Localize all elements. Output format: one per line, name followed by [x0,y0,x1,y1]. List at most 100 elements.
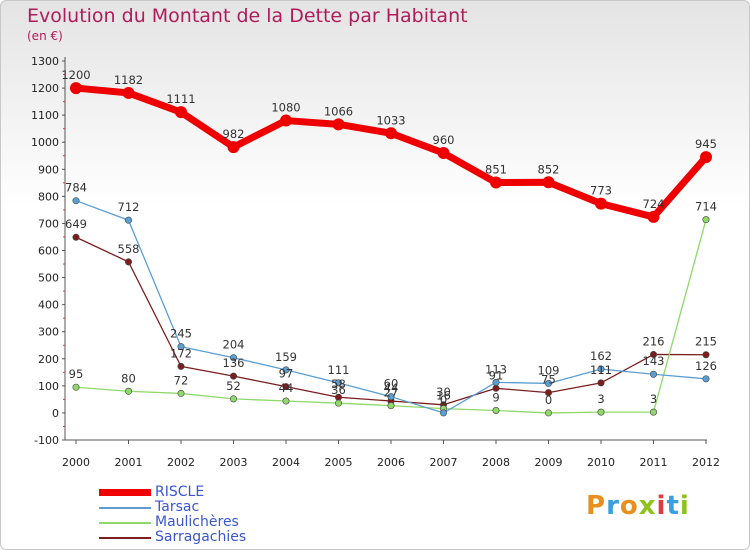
data-label: 52 [226,379,241,393]
chart-legend: RISCLE Tarsac Maulichères Sarragachies [99,484,359,545]
data-point [597,379,605,387]
data-point [595,197,607,210]
data-point [385,127,397,140]
logo-letter: r [606,491,620,521]
legend-swatch [99,489,151,496]
y-tick-label: 900 [38,163,59,176]
data-label: 945 [695,137,717,151]
data-label: 773 [590,184,612,198]
data-label: 172 [170,346,192,360]
data-point [332,118,345,131]
data-label: 215 [695,335,717,349]
data-label: 126 [695,359,717,373]
data-label: 97 [279,367,294,381]
data-label: 245 [170,327,192,341]
legend-swatch [99,537,151,539]
data-label: 982 [223,127,245,141]
data-label: 1080 [271,101,300,115]
x-tick-label: 2005 [325,456,353,469]
y-tick-label: 800 [38,190,59,203]
data-label: 44 [384,381,399,395]
y-tick-label: -100 [34,434,59,447]
data-point [542,176,555,189]
data-label: 72 [174,373,189,387]
legend-label: Tarsac [155,499,200,515]
legend-item: Tarsac [99,499,359,515]
data-point [177,389,185,397]
proxiti-logo: Proxiti [586,491,690,521]
data-label: 30 [436,385,451,399]
logo-letter: i [656,491,667,521]
y-tick-label: 100 [38,380,59,393]
legend-swatch [99,507,151,509]
data-point [334,399,342,407]
data-point [125,216,133,224]
data-point [544,409,552,417]
y-tick-label: 1200 [31,82,59,95]
data-label: 3 [650,392,657,406]
data-point [387,393,395,401]
legend-label: Maulichères [155,514,239,530]
x-tick-label: 2008 [482,456,510,469]
data-point [175,106,187,119]
x-tick-label: 2000 [62,456,90,469]
x-tick-label: 2011 [640,456,668,469]
y-tick-label: 200 [38,353,59,366]
chart-subtitle: (en €) [27,29,63,43]
data-point [230,395,238,403]
y-tick-label: 300 [38,326,59,339]
x-tick-label: 2002 [167,456,195,469]
data-label: 558 [118,242,140,256]
data-label: 649 [65,217,87,231]
data-label: 111 [328,363,350,377]
data-label: 9 [492,390,499,404]
y-tick-label: 600 [38,245,59,258]
data-label: 724 [643,197,665,211]
x-tick-label: 2004 [272,456,300,469]
data-label: 159 [275,350,297,364]
data-label: 113 [485,362,507,376]
x-tick-label: 2006 [377,456,405,469]
data-point [439,409,447,417]
y-tick-label: 1300 [31,55,59,68]
legend-label: Sarragachies [155,529,247,545]
y-tick-label: 1100 [31,109,59,122]
data-label: 27 [384,386,399,400]
data-point [70,82,82,95]
data-point [597,365,605,373]
chart-title: Evolution du Montant de la Dette par Hab… [27,5,468,27]
logo-letter: t [666,491,680,521]
data-label: 1111 [166,92,195,106]
logo-letter: i [679,491,690,521]
data-label: 44 [279,381,294,395]
data-point [544,389,552,397]
x-tick-label: 2012 [692,456,720,469]
data-label: 0 [440,393,447,407]
data-label: 3 [597,392,604,406]
data-label: 1182 [114,73,143,87]
data-point [702,375,710,383]
data-point [702,216,710,224]
data-point [597,408,605,416]
y-tick-label: 500 [38,272,59,285]
data-point [122,86,135,99]
data-point [72,197,80,205]
data-label: 111 [590,363,612,377]
legend-swatch [99,522,151,524]
data-point [177,362,185,370]
data-label: 0 [545,393,552,407]
data-label: 75 [541,373,556,387]
x-tick-label: 2009 [535,456,563,469]
data-point [492,378,500,386]
data-point [72,233,80,241]
data-point [544,379,552,387]
data-label: 1033 [376,113,405,127]
data-label: 16 [436,389,451,403]
data-label: 58 [331,377,346,391]
data-label: 143 [643,354,665,368]
data-label: 784 [65,181,87,195]
data-label: 204 [223,338,245,352]
data-point [230,372,238,380]
